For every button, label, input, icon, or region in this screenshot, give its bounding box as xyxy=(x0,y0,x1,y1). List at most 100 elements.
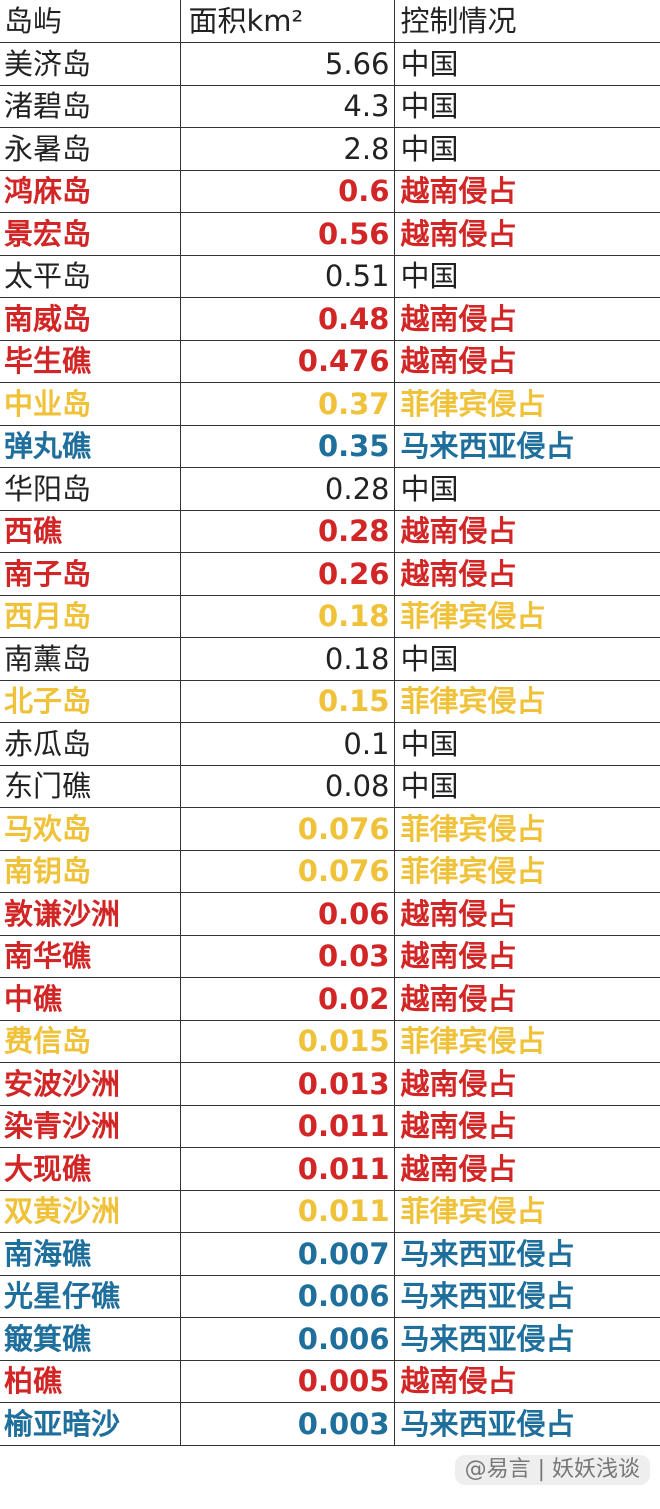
island-cell: 华阳岛 xyxy=(0,467,181,511)
island-cell: 美济岛 xyxy=(0,42,181,86)
area-cell: 0.51 xyxy=(180,255,395,298)
control-cell: 越南侵占 xyxy=(394,170,660,213)
island-cell: 中礁 xyxy=(0,977,181,1021)
island-cell: 柏礁 xyxy=(0,1360,181,1403)
control-cell: 越南侵占 xyxy=(394,1062,660,1106)
island-cell: 北子岛 xyxy=(0,680,181,723)
island-cell: 敦谦沙洲 xyxy=(0,892,181,936)
watermark: @易言 | 妖妖浅谈 xyxy=(454,1455,650,1485)
island-cell: 渚碧岛 xyxy=(0,85,181,128)
header-island: 岛屿 xyxy=(0,0,181,43)
area-cell: 2.8 xyxy=(180,127,395,171)
watermark-strip: @易言 | 妖妖浅谈 xyxy=(0,1450,660,1490)
control-cell: 中国 xyxy=(394,85,660,128)
area-cell: 0.28 xyxy=(180,510,395,553)
header-area: 面积km² xyxy=(180,0,395,43)
area-cell: 4.3 xyxy=(180,85,395,128)
table-row: 染青沙洲 0.011 越南侵占 xyxy=(0,1105,660,1148)
area-cell: 0.011 xyxy=(180,1105,395,1148)
table-row: 南钥岛 0.076 菲律宾侵占 xyxy=(0,850,660,893)
area-cell: 0.02 xyxy=(180,977,395,1021)
table-row: 南海礁 0.007 马来西亚侵占 xyxy=(0,1232,660,1276)
island-cell: 榆亚暗沙 xyxy=(0,1402,181,1446)
area-cell: 0.35 xyxy=(180,425,395,468)
area-cell: 0.26 xyxy=(180,552,395,596)
control-cell: 越南侵占 xyxy=(394,977,660,1021)
control-cell: 越南侵占 xyxy=(394,892,660,936)
table-row: 南华礁 0.03 越南侵占 xyxy=(0,935,660,978)
area-cell: 0.6 xyxy=(180,170,395,213)
control-cell: 中国 xyxy=(394,127,660,171)
control-cell: 越南侵占 xyxy=(394,552,660,596)
control-cell: 越南侵占 xyxy=(394,1360,660,1403)
table-row: 赤瓜岛 0.1 中国 xyxy=(0,722,660,766)
table-row: 南薰岛 0.18 中国 xyxy=(0,637,660,681)
area-cell: 0.013 xyxy=(180,1062,395,1106)
island-table: 岛屿 面积km² 控制情况 美济岛 5.66 中国 渚碧岛 4.3 中国 永暑岛 2.8 中国鸿… xyxy=(0,0,660,1446)
area-cell: 0.15 xyxy=(180,680,395,723)
table-row: 中业岛 0.37 菲律宾侵占 xyxy=(0,382,660,426)
table-row: 鸿庥岛 0.6 越南侵占 xyxy=(0,170,660,213)
control-cell: 越南侵占 xyxy=(394,935,660,978)
area-cell: 0.006 xyxy=(180,1317,395,1361)
table-row: 榆亚暗沙 0.003 马来西亚侵占 xyxy=(0,1402,660,1446)
area-cell: 0.28 xyxy=(180,467,395,511)
island-cell: 景宏岛 xyxy=(0,212,181,256)
control-cell: 菲律宾侵占 xyxy=(394,850,660,893)
table-row: 美济岛 5.66 中国 xyxy=(0,42,660,86)
area-cell: 0.476 xyxy=(180,340,395,383)
area-cell: 0.076 xyxy=(180,850,395,893)
header-control: 控制情况 xyxy=(394,0,660,43)
control-cell: 马来西亚侵占 xyxy=(394,425,660,468)
control-cell: 越南侵占 xyxy=(394,510,660,553)
island-cell: 西礁 xyxy=(0,510,181,553)
area-cell: 0.18 xyxy=(180,595,395,638)
table-row: 光星仔礁 0.006 马来西亚侵占 xyxy=(0,1275,660,1318)
island-cell: 东门礁 xyxy=(0,765,181,808)
area-cell: 5.66 xyxy=(180,42,395,86)
table-row: 南威岛 0.48 越南侵占 xyxy=(0,297,660,341)
control-cell: 越南侵占 xyxy=(394,1147,660,1191)
control-cell: 马来西亚侵占 xyxy=(394,1275,660,1318)
island-cell: 南薰岛 xyxy=(0,637,181,681)
area-cell: 0.005 xyxy=(180,1360,395,1403)
island-cell: 鸿庥岛 xyxy=(0,170,181,213)
control-cell: 中国 xyxy=(394,467,660,511)
table-row: 毕生礁 0.476 越南侵占 xyxy=(0,340,660,383)
island-cell: 大现礁 xyxy=(0,1147,181,1191)
area-cell: 0.37 xyxy=(180,382,395,426)
table-row: 双黄沙洲 0.011 菲律宾侵占 xyxy=(0,1190,660,1233)
table-row: 敦谦沙洲 0.06 越南侵占 xyxy=(0,892,660,936)
table-row: 中礁 0.02 越南侵占 xyxy=(0,977,660,1021)
table-row: 景宏岛 0.56 越南侵占 xyxy=(0,212,660,256)
island-cell: 西月岛 xyxy=(0,595,181,638)
control-cell: 菲律宾侵占 xyxy=(394,1020,660,1063)
area-cell: 0.006 xyxy=(180,1275,395,1318)
control-cell: 菲律宾侵占 xyxy=(394,1190,660,1233)
island-cell: 南钥岛 xyxy=(0,850,181,893)
island-cell: 南华礁 xyxy=(0,935,181,978)
control-cell: 越南侵占 xyxy=(394,1105,660,1148)
control-cell: 越南侵占 xyxy=(394,340,660,383)
table-row: 华阳岛 0.28 中国 xyxy=(0,467,660,511)
table-row: 簸箕礁 0.006 马来西亚侵占 xyxy=(0,1317,660,1361)
table-row: 弹丸礁 0.35 马来西亚侵占 xyxy=(0,425,660,468)
island-cell: 赤瓜岛 xyxy=(0,722,181,766)
table-row: 费信岛 0.015 菲律宾侵占 xyxy=(0,1020,660,1063)
area-cell: 0.06 xyxy=(180,892,395,936)
control-cell: 菲律宾侵占 xyxy=(394,680,660,723)
control-cell: 菲律宾侵占 xyxy=(394,595,660,638)
island-cell: 永暑岛 xyxy=(0,127,181,171)
table-row: 东门礁 0.08 中国 xyxy=(0,765,660,808)
island-cell: 簸箕礁 xyxy=(0,1317,181,1361)
island-cell: 南海礁 xyxy=(0,1232,181,1276)
area-cell: 0.076 xyxy=(180,807,395,851)
table-row: 马欢岛 0.076 菲律宾侵占 xyxy=(0,807,660,851)
area-cell: 0.18 xyxy=(180,637,395,681)
island-cell: 南子岛 xyxy=(0,552,181,596)
area-cell: 0.48 xyxy=(180,297,395,341)
control-cell: 中国 xyxy=(394,765,660,808)
area-cell: 0.003 xyxy=(180,1402,395,1446)
island-cell: 弹丸礁 xyxy=(0,425,181,468)
area-cell: 0.007 xyxy=(180,1232,395,1276)
